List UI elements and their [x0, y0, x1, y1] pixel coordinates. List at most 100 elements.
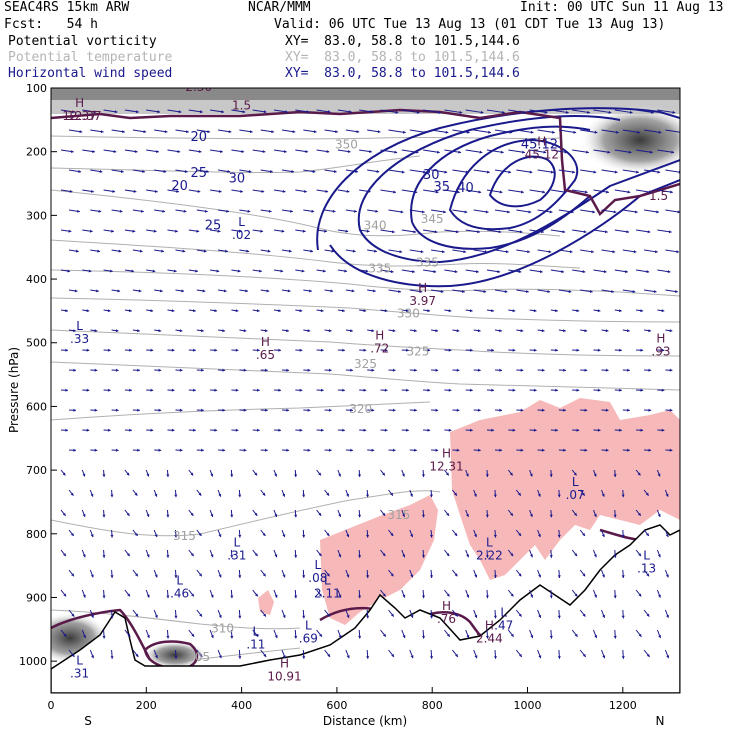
- pv-contour: [51, 608, 152, 661]
- wind-vector-head: [382, 472, 385, 476]
- wind-vector-head: [648, 190, 652, 194]
- wind-vector-head: [485, 474, 489, 477]
- wind-vector: [465, 149, 483, 154]
- wind-vector: [657, 109, 676, 114]
- wind-vector-head: [312, 169, 316, 173]
- y-tick-label: 500: [26, 337, 47, 350]
- wind-vector-head: [493, 615, 497, 619]
- wind-vector-head: [338, 635, 342, 639]
- wind-vector-head: [512, 428, 516, 432]
- init-time: Init: 00 UTC Sun 11 Aug 13: [520, 0, 724, 15]
- y-tick-label: 800: [26, 528, 47, 541]
- wind-vector-head: [166, 635, 170, 639]
- wind-vector-head: [241, 149, 245, 154]
- wind-speed-contour-label: 25: [190, 166, 207, 181]
- wind-vector-head: [435, 448, 439, 452]
- wind-vector-head: [166, 474, 170, 477]
- wind-vector-head: [278, 388, 281, 392]
- wind-vector-head: [318, 553, 322, 557]
- wind-vector: [494, 169, 512, 173]
- wind-vector-head: [657, 554, 661, 558]
- wind-vector-head: [99, 169, 103, 173]
- wind-vector-head: [384, 388, 388, 392]
- wind-vector-head: [283, 149, 287, 154]
- wind-vector-head: [86, 428, 90, 432]
- wind-vector-head: [670, 190, 673, 194]
- wind-vector: [473, 169, 490, 173]
- wind-vector-head: [454, 270, 458, 274]
- wind-vector-head: [605, 368, 609, 372]
- x-axis-north-label: N: [656, 714, 665, 728]
- wind-vector-head: [613, 474, 617, 477]
- wind-vector-head: [541, 230, 544, 234]
- theta-contour: [51, 329, 680, 357]
- wind-vector-head: [214, 309, 218, 313]
- wind-vector-head: [445, 472, 449, 476]
- x-axis-label: Distance (km): [323, 714, 407, 728]
- wind-vector-head: [262, 532, 266, 536]
- wind-vector-head: [493, 575, 497, 578]
- theta-contour-label: 340: [364, 218, 387, 232]
- wind-vector-head: [260, 229, 263, 233]
- wind-vector: [537, 169, 554, 173]
- wind-vector-head: [391, 653, 394, 657]
- wind-vector-head: [530, 594, 534, 598]
- wind-vector-head: [71, 653, 75, 657]
- wind-vector-head: [541, 329, 545, 333]
- wind-vector-head: [214, 348, 218, 352]
- wind-vector-head: [384, 428, 388, 432]
- wind-vector-head: [274, 635, 278, 639]
- wind-vector-head: [377, 130, 381, 134]
- wind-vector-head: [446, 553, 450, 557]
- wind-vector-head: [319, 633, 322, 637]
- wind-vector-head: [607, 150, 611, 154]
- wind-vector-head: [363, 388, 367, 392]
- extremum-marker: L: [305, 618, 312, 632]
- wind-vector-head: [235, 428, 239, 432]
- wind-vector-head: [355, 169, 358, 173]
- wind-vector-head: [621, 615, 625, 619]
- wind-vector-head: [150, 309, 154, 313]
- wind-vector-head: [171, 428, 175, 432]
- extremum-value: .65: [256, 348, 275, 362]
- wind-vector-head: [667, 270, 671, 274]
- wind-vector-head: [392, 408, 396, 412]
- wind-vector-head: [94, 368, 98, 372]
- extremum-marker: L: [76, 653, 83, 667]
- wind-vector-head: [584, 368, 588, 372]
- wind-vector-head: [619, 428, 622, 432]
- wind-vector: [465, 109, 484, 114]
- extremum-marker: L: [324, 574, 331, 588]
- wind-vector-head: [96, 289, 99, 293]
- wind-vector-head: [198, 149, 202, 154]
- wind-vector-head: [230, 514, 234, 518]
- wind-vector-head: [274, 513, 278, 517]
- wind-vector-head: [195, 269, 198, 273]
- wind-vector-head: [584, 448, 588, 452]
- wind-vector-head: [676, 250, 680, 254]
- wind-vector-head: [90, 534, 94, 538]
- wind-vector-head: [70, 492, 74, 496]
- wind-vector-head: [669, 448, 673, 452]
- wind-vector: [665, 169, 680, 173]
- wind-vector-head: [335, 130, 338, 134]
- wind-vector-head: [72, 110, 75, 114]
- wind-vector-head: [466, 513, 469, 517]
- wind-vector-head: [448, 309, 452, 313]
- theta-contour-label: 325: [406, 344, 429, 358]
- wind-vector: [636, 109, 654, 114]
- wind-vector: [444, 149, 462, 154]
- wind-vector-head: [210, 473, 214, 477]
- plot-frame: [50, 87, 681, 694]
- wind-vector-head: [658, 130, 662, 134]
- wind-vector-head: [286, 329, 289, 333]
- wind-vector-head: [393, 190, 396, 194]
- wind-vector-head: [592, 210, 596, 214]
- wind-vector-head: [605, 448, 609, 452]
- wind-vector-head: [265, 448, 268, 452]
- wind-vector: [452, 169, 469, 173]
- wind-vector: [486, 149, 504, 154]
- wind-vector-head: [629, 110, 633, 114]
- wind-vector-head: [656, 210, 659, 214]
- wind-vector-head: [619, 388, 622, 392]
